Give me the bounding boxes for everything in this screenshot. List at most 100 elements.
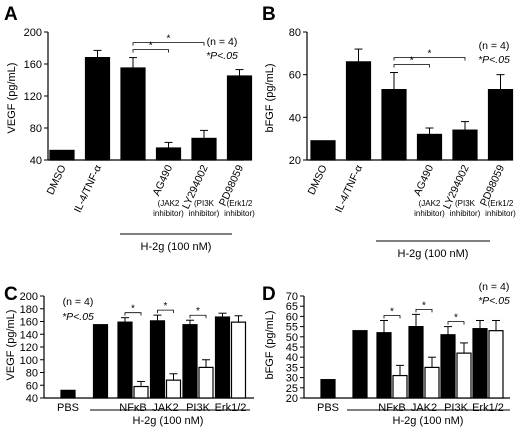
y-tick-label: 80 <box>30 123 42 135</box>
category-label: PBS <box>317 402 339 414</box>
significance-bracket <box>447 321 465 325</box>
y-tick-label: 60 <box>289 70 301 82</box>
y-tick-label: 80 <box>26 368 38 380</box>
category-sublabel: (JAK2 <box>158 199 180 208</box>
significance-bracket <box>383 315 401 319</box>
y-tick-label: 40 <box>286 352 298 364</box>
y-axis-label: bFGF (pg/mL) <box>264 63 276 132</box>
bar-open-5 <box>488 330 504 399</box>
category-label: IL-4/TNF-α <box>72 163 104 214</box>
bar-open-3 <box>424 366 440 399</box>
n-label: (n = 4) <box>479 281 510 293</box>
significance-star: * <box>410 56 414 67</box>
bar-filled-2 <box>381 88 407 161</box>
y-tick-label: 140 <box>20 329 38 341</box>
panel-letter: A <box>4 4 18 25</box>
n-label: (n = 4) <box>207 36 238 48</box>
bar-open-2 <box>392 374 408 399</box>
y-tick-label: 65 <box>286 301 298 313</box>
category-sublabel: inhibitor) <box>414 209 445 218</box>
bar-filled-0 <box>310 140 336 161</box>
panel-c: C VEGF (pg/mL) (n = 4) *P<.05 H-2g (100 … <box>4 284 250 427</box>
bar-filled-5 <box>487 88 514 161</box>
category-label: AG490 <box>412 163 437 198</box>
significance-star: * <box>454 313 458 324</box>
y-tick-label: 180 <box>20 304 38 316</box>
bar-filled-4 <box>182 324 198 399</box>
bar-filled-4 <box>440 334 456 399</box>
category-label: Erk1/2 <box>472 402 504 414</box>
y-tick-label: 55 <box>286 322 298 334</box>
category-label: IL-4/TNF-α <box>333 163 365 214</box>
category-sublabel: inhibitor) <box>153 209 184 218</box>
significance-star: * <box>167 34 171 45</box>
category-sublabel: (PI3K <box>455 199 476 208</box>
bar-filled-1 <box>84 56 111 161</box>
bar-filled-3 <box>408 326 424 399</box>
p-value-label: *P<.05 <box>478 295 510 307</box>
y-tick-label: 20 <box>289 155 301 167</box>
bar-filled-3 <box>149 320 166 399</box>
treatment-label: H-2g (100 nM) <box>133 415 204 427</box>
bar-filled-1 <box>352 330 368 399</box>
category-label: Erk1/2 <box>215 402 247 414</box>
n-label: (n = 4) <box>63 296 94 308</box>
category-label: DMSO <box>45 163 69 197</box>
bar-filled-5 <box>226 75 253 161</box>
p-value-label: *P<.05 <box>478 54 510 66</box>
y-axis-label: VEGF (pg/mL) <box>6 63 18 134</box>
significance-star: * <box>390 306 394 317</box>
panel-letter: B <box>262 4 276 25</box>
bar-open-2 <box>133 385 149 399</box>
y-tick-label: 60 <box>26 380 38 392</box>
y-tick-label: 30 <box>286 373 298 385</box>
category-sublabel: inhibitor) <box>224 209 255 218</box>
significance-star: * <box>149 41 153 52</box>
significance-bracket <box>157 309 174 314</box>
y-tick-label: 40 <box>26 393 38 405</box>
category-sublabel: (JAK2 <box>419 199 441 208</box>
bar-open-4 <box>198 366 214 399</box>
significance-bracket <box>415 308 433 313</box>
significance-bracket <box>132 49 169 53</box>
bar-filled-5 <box>472 328 488 399</box>
y-tick-label: 70 <box>286 291 298 303</box>
category-label: JAK2 <box>152 402 178 414</box>
p-value-label: *P<.05 <box>206 50 238 62</box>
y-tick-label: 120 <box>20 342 38 354</box>
category-sublabel: inhibitor) <box>450 209 481 218</box>
significance-star: * <box>164 301 168 312</box>
bar-filled-0 <box>49 149 75 161</box>
p-value-label: *P<.05 <box>62 311 94 323</box>
bar-open-5 <box>230 321 247 399</box>
treatment-label: H-2g (100 nM) <box>141 241 212 253</box>
bar-filled-4 <box>452 129 478 161</box>
panel-d: D bFGF (pg/mL) (n = 4) *P<.05 H-2g (100 … <box>262 281 510 427</box>
bar-filled-4 <box>191 137 217 161</box>
category-label: NFκB <box>378 402 406 414</box>
panel-a: A VEGF (pg/mL) (n = 4) *P<.05 H-2g (100 … <box>4 4 238 253</box>
panel-b: B bFGF (pg/mL) (n = 4) *P<.05 H-2g (100 … <box>262 4 510 260</box>
bar-filled-2 <box>120 67 146 161</box>
y-tick-label: 160 <box>20 317 38 329</box>
significance-bracket <box>393 57 466 61</box>
y-tick-label: 50 <box>286 332 298 344</box>
category-label: PI3K <box>444 402 469 414</box>
category-label: PBS <box>57 402 79 414</box>
y-tick-label: 20 <box>286 393 298 405</box>
panel-letter: D <box>262 284 276 305</box>
y-tick-label: 200 <box>24 27 42 39</box>
category-label: JAK2 <box>411 402 437 414</box>
n-label: (n = 4) <box>479 40 510 52</box>
y-axis-label: VEGF (pg/mL) <box>5 310 17 381</box>
significance-bracket <box>393 64 430 68</box>
significance-bracket <box>189 314 207 319</box>
y-tick-label: 200 <box>20 291 38 303</box>
bar-filled-3 <box>155 147 182 161</box>
category-sublabel: (PI3K <box>194 199 215 208</box>
treatment-label: H-2g (100 nM) <box>393 415 464 427</box>
bar-filled-1 <box>345 61 372 161</box>
